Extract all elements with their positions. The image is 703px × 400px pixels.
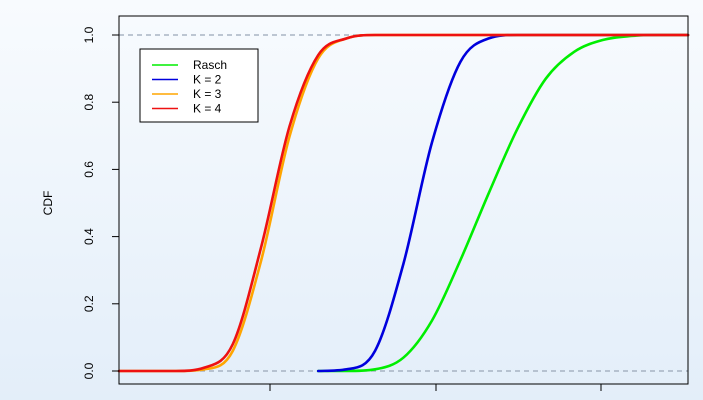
series-line-k-4 — [117, 33, 690, 373]
y-tick-label: 0.2 — [82, 295, 96, 312]
y-tick-label: 0.6 — [82, 161, 96, 178]
y-tick-label: 0.8 — [82, 94, 96, 111]
y-axis: 0.0 0.2 0.4 0.6 0.8 1.0 — [82, 26, 119, 379]
legend-label: Rasch — [193, 58, 227, 72]
series-lines — [117, 33, 690, 373]
y-tick-label: 0.0 — [82, 362, 96, 379]
legend-label: K = 2 — [193, 73, 222, 87]
series-line-k-2 — [316, 33, 690, 373]
legend-box — [139, 48, 259, 123]
y-axis-label: CDF — [41, 191, 55, 216]
plot-frame — [118, 15, 689, 385]
series-line-rasch — [316, 33, 690, 373]
y-tick-label: 1.0 — [82, 26, 96, 43]
y-tick-label: 0.4 — [82, 228, 96, 245]
legend-label: K = 4 — [193, 102, 222, 116]
x-axis — [269, 384, 602, 391]
reference-lines — [119, 34, 688, 372]
legend-label: K = 3 — [193, 87, 222, 101]
